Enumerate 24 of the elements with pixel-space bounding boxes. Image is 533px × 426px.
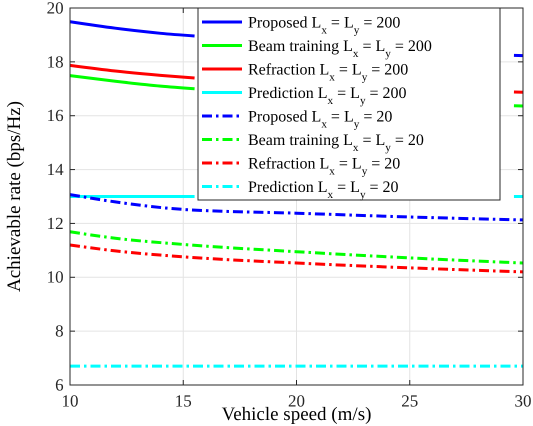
- y-tick-label: 8: [55, 322, 64, 341]
- legend-label: Prediction L$_{x}$ = L$_{y}$ = 20: [248, 179, 399, 201]
- legend-label: Proposed L$_{x}$ = L$_{y}$ = 200: [248, 14, 400, 36]
- legend-label: Refraction L$_{x}$ = L$_{y}$ = 200: [248, 62, 408, 84]
- x-tick-label: 15: [174, 392, 192, 411]
- line-series: [68, 230, 524, 265]
- legend-label: Proposed L$_{x}$ = L$_{y}$ = 20: [248, 108, 392, 130]
- legend-label: Beam training L$_{x}$ = L$_{y}$ = 200: [248, 38, 432, 60]
- y-tick-label: 10: [46, 268, 64, 287]
- y-tick-label: 14: [46, 160, 64, 180]
- legend-label: Prediction L$_{x}$ = L$_{y}$ = 200: [248, 85, 407, 107]
- y-tick-label: 18: [46, 52, 64, 72]
- y-tick-label: 16: [46, 106, 64, 126]
- y-tick-label: 12: [46, 214, 64, 233]
- y-axis-title: Achievable rate (bps/Hz): [4, 101, 25, 292]
- legend-label: Beam training L$_{x}$ = L$_{y}$ = 20: [248, 132, 424, 154]
- x-tick-label: 30: [514, 392, 532, 411]
- line-series: [68, 243, 524, 274]
- legend-label: Refraction L$_{x}$ = L$_{y}$ = 20: [248, 156, 400, 178]
- x-tick-label: 20: [288, 392, 305, 411]
- y-tick-label: 6: [55, 375, 64, 394]
- line-series: [68, 193, 524, 222]
- y-tick-label: 20: [46, 0, 64, 18]
- x-tick-label: 25: [401, 392, 418, 411]
